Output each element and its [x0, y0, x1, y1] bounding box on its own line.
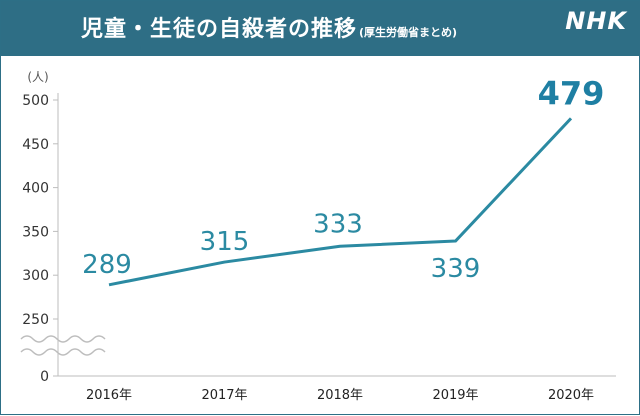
y-tick-label: 350 — [22, 224, 49, 240]
data-label: 479 — [538, 74, 605, 112]
y-tick-label: 250 — [22, 312, 49, 328]
chart-header: 児童・生徒の自殺者の推移 (厚生労働省まとめ) NHK — [1, 1, 640, 56]
x-tick-label: 2019年 — [432, 388, 478, 403]
chart-subtitle: (厚生労働省まとめ) — [359, 26, 458, 39]
y-tick-label: 0 — [40, 369, 49, 385]
x-tick-label: 2018年 — [317, 388, 363, 403]
y-tick-label: 300 — [22, 268, 49, 284]
x-tick-label: 2016年 — [86, 388, 132, 403]
x-tick-label: 2017年 — [201, 388, 247, 403]
axis-break-mark — [20, 335, 106, 343]
chart-title: 児童・生徒の自殺者の推移 (厚生労働省まとめ) — [81, 11, 457, 43]
data-label: 333 — [313, 209, 363, 239]
chart-title-text: 児童・生徒の自殺者の推移 — [81, 17, 358, 42]
data-label: 339 — [431, 254, 481, 284]
x-tick-label: 2020年 — [548, 388, 594, 403]
y-axis-unit-label: (人) — [27, 70, 48, 84]
axis-break-mark — [20, 348, 106, 356]
y-tick-label: 500 — [22, 93, 49, 109]
series-line — [108, 117, 573, 287]
nhk-logo: NHK — [565, 7, 627, 35]
y-tick-label: 450 — [22, 137, 49, 153]
y-tick-label: 400 — [22, 181, 49, 197]
data-label: 289 — [82, 250, 132, 280]
data-label: 315 — [200, 227, 250, 257]
